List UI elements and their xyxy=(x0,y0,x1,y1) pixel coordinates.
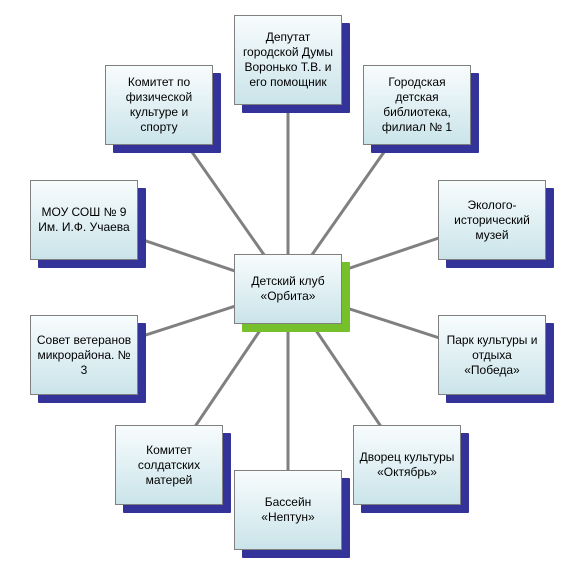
outer-node-dvorets: Дворец культуры «Октябрь» xyxy=(353,425,461,505)
node-label: Комитет солдатских матерей xyxy=(120,443,218,488)
outer-node-school: МОУ СОШ № 9 Им. И.Ф. Учаева xyxy=(30,180,138,260)
node-label: Дворец культуры «Октябрь» xyxy=(358,450,456,480)
outer-node-library: Городская детская библиотека, филиал № 1 xyxy=(363,65,471,145)
node-box: Комитет по физической культуре и спорту xyxy=(105,65,213,145)
node-label: Бассейн «Нептун» xyxy=(239,495,337,525)
outer-node-pool: Бассейн «Нептун» xyxy=(234,470,342,550)
node-box: Городская детская библиотека, филиал № 1 xyxy=(363,65,471,145)
node-box: Детский клуб «Орбита» xyxy=(234,254,342,324)
node-box: Депутат городской Думы Воронько Т.В. и е… xyxy=(234,15,342,105)
node-label: Детский клуб «Орбита» xyxy=(239,274,337,304)
node-box: МОУ СОШ № 9 Им. И.Ф. Учаева xyxy=(30,180,138,260)
node-label: Совет ветеранов микрорайона. № 3 xyxy=(35,333,133,378)
outer-node-museum: Эколого-исторический музей xyxy=(438,180,546,260)
center-node: Детский клуб «Орбита» xyxy=(234,254,342,324)
diagram-canvas: Депутат городской Думы Воронько Т.В. и е… xyxy=(0,0,577,577)
node-label: Депутат городской Думы Воронько Т.В. и е… xyxy=(239,30,337,90)
outer-node-mothers: Комитет солдатских матерей xyxy=(115,425,223,505)
node-box: Эколого-исторический музей xyxy=(438,180,546,260)
node-box: Парк культуры и отдыха «Победа» xyxy=(438,315,546,395)
node-label: Парк культуры и отдыха «Победа» xyxy=(443,333,541,378)
node-label: Комитет по физической культуре и спорту xyxy=(110,75,208,135)
node-box: Совет ветеранов микрорайона. № 3 xyxy=(30,315,138,395)
outer-node-sport: Комитет по физической культуре и спорту xyxy=(105,65,213,145)
node-label: Городская детская библиотека, филиал № 1 xyxy=(368,75,466,135)
outer-node-veterans: Совет ветеранов микрорайона. № 3 xyxy=(30,315,138,395)
node-box: Бассейн «Нептун» xyxy=(234,470,342,550)
node-label: Эколого-исторический музей xyxy=(443,198,541,243)
node-box: Дворец культуры «Октябрь» xyxy=(353,425,461,505)
outer-node-deputy: Депутат городской Думы Воронько Т.В. и е… xyxy=(234,15,342,105)
node-box: Комитет солдатских матерей xyxy=(115,425,223,505)
outer-node-park: Парк культуры и отдыха «Победа» xyxy=(438,315,546,395)
node-label: МОУ СОШ № 9 Им. И.Ф. Учаева xyxy=(38,205,129,235)
